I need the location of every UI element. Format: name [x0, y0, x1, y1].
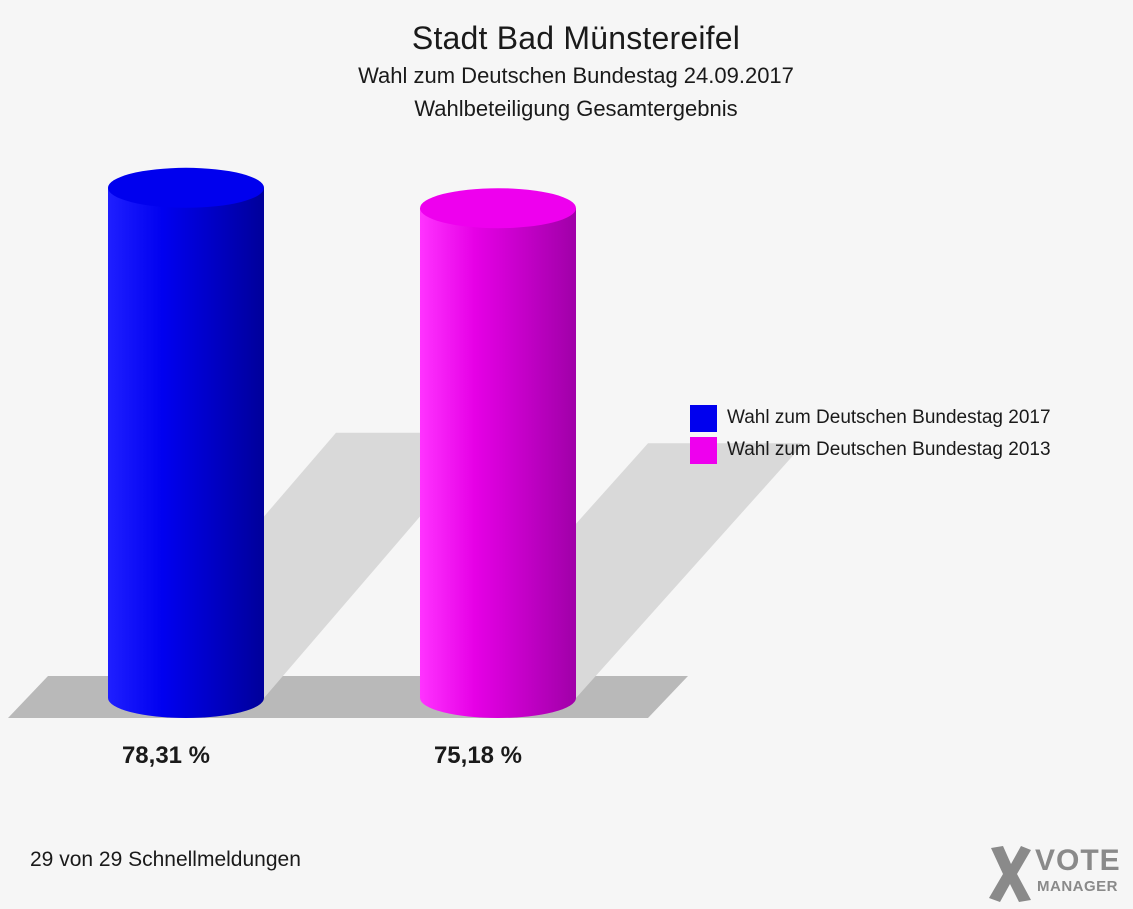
legend-item-2017: Wahl zum Deutschen Bundestag 2017 [690, 402, 1051, 434]
value-label-1: 75,18 % [434, 742, 522, 769]
logo-text-manager: MANAGER [1037, 878, 1118, 895]
x-cross-icon [989, 846, 1031, 902]
chart-title: Stadt Bad Münstereifel [411, 20, 741, 56]
legend-label-2013: Wahl zum Deutschen Bundestag 2013 [727, 439, 1051, 460]
bar-top-1 [420, 188, 576, 229]
legend-label-2017: Wahl zum Deutschen Bundestag 2017 [727, 407, 1051, 428]
chart-subtitle: Wahl zum Deutschen Bundestag 24.09.2017 [358, 63, 794, 88]
logo-text-vote: VOTE [1035, 844, 1121, 877]
legend: Wahl zum Deutschen Bundestag 2017 Wahl z… [690, 402, 1051, 466]
legend-swatch-2013 [690, 436, 717, 464]
bar-1 [420, 208, 576, 718]
bar-0 [108, 187, 264, 718]
vote-manager-logo: VOTE MANAGER [985, 842, 1133, 906]
chart-subtitle-2: Wahlbeteiligung Gesamtergebnis [414, 96, 738, 121]
value-label-0: 78,31 % [122, 742, 210, 769]
legend-swatch-2017 [690, 404, 717, 432]
bar-top-0 [108, 167, 264, 208]
legend-item-2013: Wahl zum Deutschen Bundestag 2013 [690, 434, 1051, 466]
reports-count: 29 von 29 Schnellmeldungen [30, 848, 301, 871]
